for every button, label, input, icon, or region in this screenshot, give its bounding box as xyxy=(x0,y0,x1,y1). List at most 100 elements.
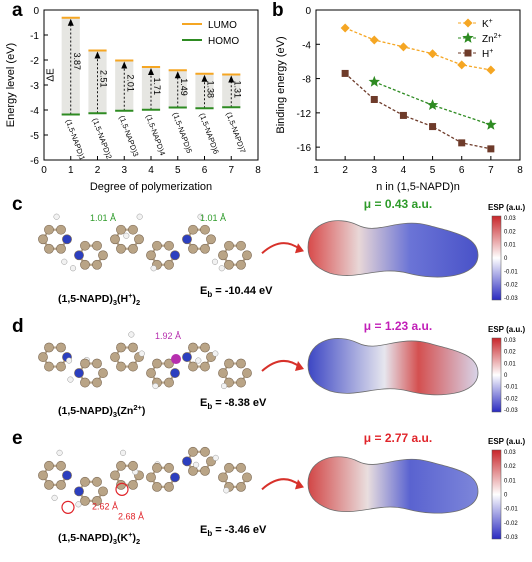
carbon-atom xyxy=(56,460,66,471)
nitrogen-atom xyxy=(170,368,180,378)
panel-label-a: a xyxy=(12,0,23,21)
hydrogen-atom xyxy=(120,449,127,456)
carbon-atom xyxy=(164,259,174,270)
nitrogen-atom xyxy=(74,368,84,378)
x-tick-label: 1 xyxy=(313,165,319,176)
carbon-atom xyxy=(80,495,90,506)
binding-energy: Eb = -3.46 eV xyxy=(200,524,267,538)
arrow-head xyxy=(201,74,208,82)
y-tick-label: -4 xyxy=(302,40,311,51)
nitrogen-atom xyxy=(62,470,72,481)
carbon-atom xyxy=(242,250,252,261)
esp-colorbar-tick: 0.01 xyxy=(504,361,516,367)
arrow-head xyxy=(228,75,235,83)
bond-length-label: 1.01 Å xyxy=(200,213,226,223)
carbon-atom xyxy=(128,460,138,471)
data-point xyxy=(487,145,495,153)
carbon-atom xyxy=(128,361,138,372)
zinc-ion xyxy=(171,354,181,365)
hydrogen-atom xyxy=(67,376,74,383)
data-point xyxy=(429,123,437,131)
carbon-atom xyxy=(236,259,246,270)
carbon-atom xyxy=(200,361,210,372)
delta-e-label: ΔE xyxy=(46,68,57,82)
gap-value-label: 3.87 xyxy=(72,53,82,71)
carbon-atom xyxy=(164,377,174,388)
carbon-atom xyxy=(164,462,174,473)
esp-colorbar-tick: -0.02 xyxy=(504,283,518,289)
carbon-atom xyxy=(116,342,126,353)
hydrogen-atom xyxy=(123,232,130,239)
carbon-atom xyxy=(128,479,138,490)
hydrogen-atom xyxy=(195,357,202,364)
data-point xyxy=(399,111,407,119)
oligomer-label: (1,5-NAPD)3 xyxy=(117,114,140,157)
data-point xyxy=(486,65,496,75)
hydrogen-atom xyxy=(56,449,63,456)
carbon-atom xyxy=(188,224,198,235)
hydrogen-atom xyxy=(61,258,68,265)
data-point xyxy=(341,69,349,77)
carbon-atom xyxy=(224,462,234,473)
potassium-ion xyxy=(61,500,75,514)
hydrogen-atom xyxy=(138,350,145,357)
structure-row-zn: 1.92 Å (1,5-NAPD)3(Zn2+) Eb = -8.38 eV μ = … xyxy=(0,318,532,430)
hydrogen-atom xyxy=(212,454,219,461)
arrow-head xyxy=(148,68,154,75)
x-tick-label: 7 xyxy=(488,165,494,176)
hydrogen-atom xyxy=(75,501,82,508)
y-tick-label: 0 xyxy=(33,6,39,17)
compound-name: (1,5-NAPD)3(Zn2+) xyxy=(58,403,145,419)
esp-colorbar-tick: -0.02 xyxy=(504,521,518,527)
y-tick-label: -1 xyxy=(30,31,39,42)
pointer-arrowhead xyxy=(295,479,304,490)
hydrogen-atom xyxy=(223,487,230,494)
carbon-atom xyxy=(128,342,138,353)
hydrogen-atom xyxy=(128,331,135,338)
carbon-atom xyxy=(92,476,102,487)
carbon-atom xyxy=(200,446,210,457)
y-tick-label: -5 xyxy=(30,131,39,142)
esp-colorbar-tick: -0.01 xyxy=(504,385,518,391)
carbon-atom xyxy=(44,479,54,490)
hydrogen-atom xyxy=(136,213,143,220)
carbon-atom xyxy=(218,368,228,378)
carbon-atom xyxy=(200,465,210,476)
nitrogen-atom xyxy=(170,250,180,261)
x-tick-label: 4 xyxy=(148,165,154,176)
carbon-atom xyxy=(224,240,234,251)
carbon-atom xyxy=(146,368,156,378)
arrow-head xyxy=(121,61,128,69)
carbon-atom xyxy=(152,358,162,369)
esp-colorbar-tick: -0.02 xyxy=(504,396,518,402)
gap-value-label: 1.71 xyxy=(152,77,162,95)
bond-length-label: 1.92 Å xyxy=(155,331,181,341)
x-axis-label: n in (1,5-NAPD)n xyxy=(376,181,460,193)
carbon-atom xyxy=(56,342,66,353)
carbon-atom xyxy=(188,446,198,457)
carbon-atom xyxy=(92,495,102,506)
esp-colorbar-title: ESP (a.u.) xyxy=(488,325,526,334)
plot-frame xyxy=(315,9,521,161)
hydrogen-atom xyxy=(197,213,204,220)
compound-name: (1,5-NAPD)3(H+)2 xyxy=(58,291,140,307)
oligomer-label: (1,5-NAPD)5 xyxy=(171,111,194,154)
carbon-atom xyxy=(44,460,54,471)
nitrogen-atom xyxy=(74,486,84,497)
carbon-atom xyxy=(110,470,120,481)
carbon-atom xyxy=(56,479,66,490)
gap-bar xyxy=(88,50,107,114)
x-tick-label: 7 xyxy=(228,165,234,176)
series-line xyxy=(344,27,491,71)
x-tick-label: 5 xyxy=(430,165,436,176)
hydrogen-atom xyxy=(69,265,77,272)
carbon-atom xyxy=(200,243,210,254)
carbon-atom xyxy=(236,462,246,473)
esp-colorbar-tick: -0.01 xyxy=(504,269,518,275)
carbon-atom xyxy=(38,352,48,362)
carbon-atom xyxy=(164,240,174,251)
carbon-atom xyxy=(200,342,210,353)
esp-colorbar xyxy=(491,215,502,301)
carbon-atom xyxy=(188,465,198,476)
